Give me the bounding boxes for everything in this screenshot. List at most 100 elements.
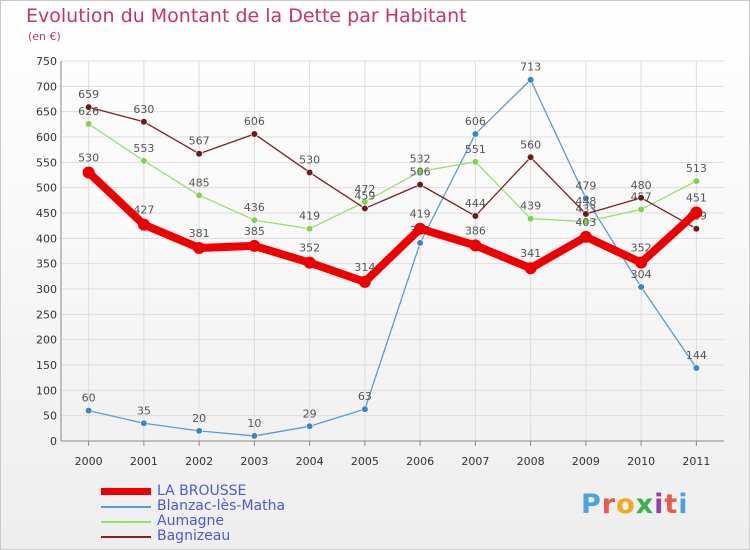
x-tick-label: 2004 — [296, 455, 324, 468]
data-point — [248, 239, 261, 252]
data-point — [635, 256, 648, 269]
data-label: 448 — [575, 195, 596, 208]
x-tick-label: 2002 — [185, 455, 213, 468]
data-label: 436 — [244, 201, 265, 214]
data-label: 144 — [686, 349, 707, 362]
logo-letter: i — [654, 489, 665, 520]
data-point — [416, 239, 424, 247]
x-tick-label: 2009 — [572, 455, 600, 468]
data-label: 659 — [78, 88, 99, 101]
data-label: 304 — [631, 268, 652, 281]
y-tick-label: 0 — [50, 435, 57, 448]
data-label: 560 — [520, 138, 541, 151]
data-label: 479 — [575, 179, 596, 192]
data-point — [637, 205, 645, 214]
y-tick-label: 500 — [36, 182, 57, 195]
data-point — [85, 120, 93, 128]
data-label: 444 — [465, 197, 486, 210]
data-point — [306, 422, 314, 430]
data-label: 630 — [133, 103, 154, 116]
legend-swatch — [101, 536, 151, 538]
x-tick-label: 2001 — [130, 455, 158, 468]
data-label: 20 — [192, 412, 206, 425]
data-point — [361, 204, 369, 213]
logo-letter: t — [664, 489, 679, 520]
data-label: 530 — [78, 151, 99, 164]
data-point — [524, 262, 537, 275]
data-label: 532 — [410, 152, 431, 165]
data-point — [692, 177, 700, 185]
data-point — [85, 407, 93, 415]
y-tick-label: 100 — [36, 384, 57, 397]
legend-label: Blanzac-lès-Matha — [157, 498, 286, 514]
data-point — [195, 191, 203, 199]
proxiti-logo: Proxiti — [581, 489, 689, 520]
data-label: 10 — [247, 417, 261, 430]
x-tick-label: 2000 — [75, 455, 103, 468]
data-label: 427 — [133, 204, 154, 217]
legend-swatch — [101, 506, 151, 508]
data-label: 472 — [354, 183, 375, 196]
data-label: 314 — [354, 261, 375, 274]
data-label: 606 — [244, 115, 265, 128]
data-point — [579, 230, 592, 243]
x-tick-label: 2008 — [517, 455, 545, 468]
data-point — [416, 181, 424, 189]
data-point — [140, 419, 148, 427]
legend-swatch — [101, 488, 151, 495]
y-tick-label: 450 — [36, 207, 57, 220]
data-point — [414, 222, 427, 235]
chart-subtitle: (en €) — [28, 30, 61, 43]
y-tick-label: 400 — [36, 232, 57, 245]
logo-letter: o — [616, 489, 636, 520]
data-label: 29 — [303, 407, 317, 420]
data-point — [527, 153, 535, 161]
data-point — [250, 130, 258, 138]
data-point — [250, 216, 258, 224]
data-label: 551 — [465, 143, 486, 156]
data-point — [361, 405, 369, 413]
data-label: 385 — [244, 225, 265, 238]
x-tick-label: 2007 — [461, 455, 489, 468]
data-point — [358, 275, 371, 288]
data-point — [582, 218, 590, 226]
logo-letter: i — [678, 489, 689, 520]
data-label: 713 — [520, 61, 541, 74]
data-label: 553 — [133, 142, 154, 155]
data-point — [85, 103, 93, 111]
data-label: 419 — [299, 210, 320, 223]
data-point — [250, 432, 258, 440]
legend-label: LA BROUSSE — [157, 483, 247, 499]
series-line-3 — [87, 106, 698, 230]
x-tick-label: 2010 — [627, 455, 655, 468]
data-point — [471, 130, 479, 138]
series-line-2 — [87, 123, 698, 230]
data-label: 63 — [358, 390, 372, 403]
y-tick-label: 150 — [36, 359, 57, 372]
data-point — [306, 225, 314, 233]
x-tick-label: 2011 — [682, 455, 710, 468]
data-label: 403 — [575, 216, 596, 229]
data-label: 513 — [686, 162, 707, 175]
logo-letter: P — [581, 489, 602, 520]
y-tick-label: 250 — [36, 308, 57, 321]
data-label: 451 — [686, 191, 707, 204]
data-label: 530 — [299, 153, 320, 166]
data-label: 341 — [520, 247, 541, 260]
series-line-0 — [84, 168, 701, 286]
series-line-1 — [87, 79, 698, 437]
x-tick-label: 2006 — [406, 455, 434, 468]
data-point — [416, 167, 424, 176]
data-point — [140, 118, 148, 126]
data-label: 480 — [631, 179, 652, 192]
y-tick-label: 550 — [36, 156, 57, 169]
data-point — [582, 194, 590, 202]
data-point — [195, 427, 203, 435]
data-point — [582, 210, 590, 218]
legend-label: Bagnizeau — [157, 528, 231, 544]
y-tick-label: 200 — [36, 334, 57, 347]
y-tick-label: 700 — [36, 80, 57, 93]
data-label: 419 — [410, 208, 431, 221]
data-label: 439 — [520, 200, 541, 213]
